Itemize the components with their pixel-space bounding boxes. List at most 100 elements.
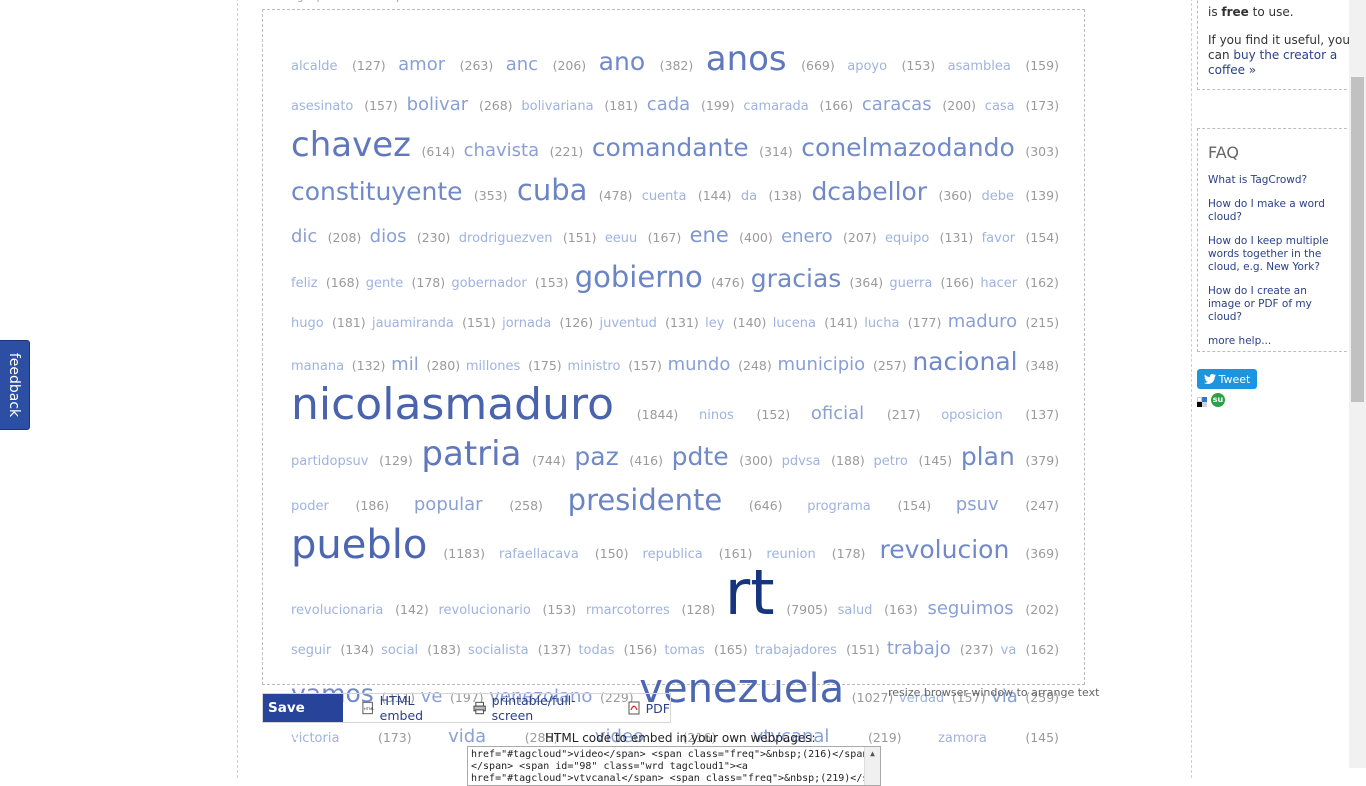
cloud-word-link[interactable]: paz	[574, 442, 619, 471]
cloud-word-link[interactable]: feliz	[291, 276, 318, 291]
cloud-word-link[interactable]: conelmazodando	[801, 133, 1015, 162]
cloud-word-link[interactable]: nacional	[912, 347, 1018, 376]
cloud-word-link[interactable]: ministro	[567, 359, 621, 374]
cloud-word-link[interactable]: dios	[369, 226, 407, 247]
cloud-word-link[interactable]: revolucionaria	[291, 603, 384, 618]
cloud-word-link[interactable]: socialista	[468, 643, 529, 658]
embed-scrollbar[interactable]: ▲	[864, 747, 880, 785]
cloud-word-link[interactable]: hacer	[980, 276, 1018, 291]
cloud-word-link[interactable]: juventud	[599, 316, 657, 331]
cloud-word-link[interactable]: presidente	[567, 483, 723, 517]
cloud-word-link[interactable]: pdvsa	[781, 454, 821, 469]
cloud-word-link[interactable]: asesinato	[291, 99, 354, 114]
cloud-word-link[interactable]: municipio	[777, 354, 866, 375]
cloud-word-link[interactable]: ley	[705, 316, 725, 331]
cloud-word-link[interactable]: jauamiranda	[371, 316, 454, 331]
cloud-word-link[interactable]: venezuela	[639, 666, 845, 712]
cloud-word-link[interactable]: jornada	[502, 316, 552, 331]
cloud-word-link[interactable]: anc	[505, 54, 539, 75]
cloud-word-link[interactable]: dcabellor	[811, 177, 928, 206]
cloud-word-link[interactable]: favor	[981, 231, 1016, 246]
cloud-word-link[interactable]: ano	[598, 47, 646, 76]
cloud-word-link[interactable]: ve	[420, 686, 443, 707]
cloud-word-link[interactable]: gente	[365, 276, 404, 291]
cloud-word-link[interactable]: gobernador	[451, 276, 527, 291]
cloud-word-link[interactable]: oposicion	[941, 408, 1003, 423]
cloud-word-link[interactable]: millones	[465, 359, 521, 374]
cloud-word-link[interactable]: reunion	[766, 547, 816, 562]
cloud-word-link[interactable]: gobierno	[574, 260, 703, 294]
cloud-word-link[interactable]: trabajo	[886, 638, 951, 659]
cloud-word-link[interactable]: amor	[398, 54, 446, 75]
cloud-word-link[interactable]: seguir	[291, 643, 332, 658]
cloud-word-link[interactable]: trabajadores	[754, 643, 837, 658]
cloud-word-link[interactable]: revolucion	[879, 535, 1010, 564]
cloud-word-link[interactable]: apoyo	[847, 59, 888, 74]
cloud-word-link[interactable]: vida	[448, 726, 487, 747]
cloud-word-link[interactable]: venezolano	[489, 686, 593, 707]
cloud-word-link[interactable]: video	[594, 726, 645, 747]
cloud-word-link[interactable]: rt	[724, 556, 775, 629]
cloud-word-link[interactable]: maduro	[947, 311, 1018, 332]
cloud-word-link[interactable]: eeuu	[604, 231, 638, 246]
cloud-word-link[interactable]: partidopsuv	[291, 454, 369, 469]
cloud-word-link[interactable]: victoria	[291, 731, 340, 746]
cloud-word-link[interactable]: pdte	[671, 442, 729, 471]
cloud-word-link[interactable]: chavez	[291, 125, 411, 165]
cloud-word-link[interactable]: vtvcanal	[752, 726, 830, 747]
cloud-word-link[interactable]: zamora	[938, 731, 987, 746]
cloud-word-link[interactable]: via	[991, 686, 1018, 707]
cloud-word-link[interactable]: camarada	[743, 99, 809, 114]
cloud-word-link[interactable]: nicolasmaduro	[291, 379, 615, 430]
cloud-word-link[interactable]: casa	[984, 99, 1015, 114]
embed-code-textarea[interactable]: href="#tagcloud">video</span> <span clas…	[467, 746, 881, 786]
cloud-word-link[interactable]: constituyente	[291, 177, 463, 206]
cloud-word-link[interactable]: oficial	[810, 403, 865, 424]
save-as-button[interactable]: Save as…	[263, 694, 344, 744]
cloud-word-link[interactable]: bolivariana	[521, 99, 594, 114]
cloud-word-link[interactable]: verdad	[898, 691, 945, 706]
cloud-word-link[interactable]: dic	[291, 226, 318, 247]
cloud-word-link[interactable]: cada	[646, 94, 691, 115]
cloud-word-link[interactable]: rmarcotorres	[585, 603, 670, 618]
faq-link[interactable]: How do I keep multiple words together in…	[1208, 235, 1329, 273]
cloud-word-link[interactable]: popular	[413, 494, 483, 515]
faq-link[interactable]: How do I make a word cloud?	[1208, 198, 1325, 223]
tweet-button[interactable]: Tweet	[1197, 369, 1257, 389]
cloud-word-link[interactable]: gracias	[750, 264, 842, 293]
cloud-word-link[interactable]: caracas	[861, 94, 932, 115]
coffee-link[interactable]: buy the creator a coffee »	[1208, 48, 1338, 77]
cloud-word-link[interactable]: lucena	[772, 316, 816, 331]
printable-button[interactable]: printable/full-screen	[473, 693, 610, 723]
cloud-word-link[interactable]: enero	[781, 226, 833, 247]
cloud-word-link[interactable]: da	[740, 189, 758, 204]
cloud-word-link[interactable]: salud	[837, 603, 873, 618]
cloud-word-link[interactable]: social	[381, 643, 419, 658]
html-embed-button[interactable]: HTML HTML embed	[361, 693, 457, 723]
cloud-word-link[interactable]: debe	[981, 189, 1014, 204]
cloud-word-link[interactable]: cuenta	[641, 189, 687, 204]
cloud-word-link[interactable]: patria	[421, 434, 522, 474]
cloud-word-link[interactable]: alcalde	[291, 59, 338, 74]
cloud-word-link[interactable]: va	[1000, 643, 1017, 658]
cloud-word-link[interactable]: poder	[291, 499, 329, 514]
cloud-word-link[interactable]: tomas	[664, 643, 705, 658]
cloud-word-link[interactable]: rafaellacava	[499, 547, 579, 562]
cloud-word-link[interactable]: asamblea	[947, 59, 1011, 74]
cloud-word-link[interactable]: bolivar	[406, 94, 469, 115]
cloud-word-link[interactable]: plan	[960, 442, 1015, 471]
cloud-word-link[interactable]: manana	[291, 359, 345, 374]
cloud-word-link[interactable]: mundo	[667, 354, 731, 375]
cloud-word-link[interactable]: mil	[391, 354, 419, 375]
cloud-word-link[interactable]: comandante	[591, 133, 749, 162]
cloud-word-link[interactable]: psuv	[955, 494, 999, 515]
cloud-word-link[interactable]: anos	[705, 39, 787, 79]
cloud-word-link[interactable]: cuba	[516, 173, 588, 207]
cloud-word-link[interactable]: seguimos	[927, 598, 1014, 619]
page-scrollbar[interactable]	[1349, 0, 1366, 768]
cloud-word-link[interactable]: hugo	[291, 316, 324, 331]
page-scroll-thumb[interactable]	[1351, 77, 1364, 402]
cloud-word-link[interactable]: chavista	[463, 140, 540, 161]
cloud-word-link[interactable]: republica	[642, 547, 703, 562]
cloud-word-link[interactable]: revolucionario	[438, 603, 531, 618]
